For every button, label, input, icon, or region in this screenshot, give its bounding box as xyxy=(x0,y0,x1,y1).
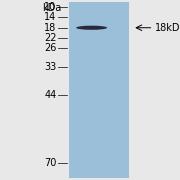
Text: 33: 33 xyxy=(44,62,57,72)
Text: kDa: kDa xyxy=(42,3,62,13)
Text: 10: 10 xyxy=(44,2,57,12)
Text: 22: 22 xyxy=(44,33,57,43)
Text: 18kDa: 18kDa xyxy=(155,23,180,33)
Text: 18: 18 xyxy=(44,23,57,33)
Text: 26: 26 xyxy=(44,44,57,53)
Bar xyxy=(69,2,129,178)
Ellipse shape xyxy=(76,26,107,30)
Text: 70: 70 xyxy=(44,158,57,168)
Text: 14: 14 xyxy=(44,12,57,22)
Text: 44: 44 xyxy=(44,90,57,100)
